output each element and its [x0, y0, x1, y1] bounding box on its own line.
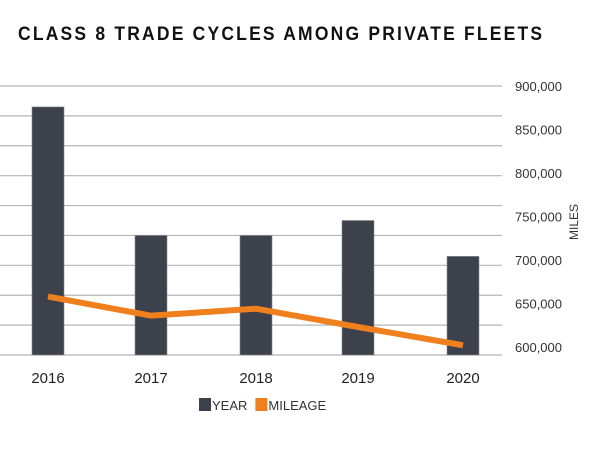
bar-2016	[31, 106, 65, 356]
right-tick-label: 700,000	[515, 253, 562, 268]
bar-series-year	[31, 106, 480, 356]
legend-swatch-mileage	[255, 398, 268, 411]
bar-2019	[341, 220, 375, 356]
bar-2017	[134, 235, 168, 356]
bar-2020	[446, 256, 480, 356]
legend-label-mileage: MILEAGE	[268, 398, 326, 413]
x-tick-label: 2017	[134, 370, 167, 387]
x-tick-label: 2016	[31, 370, 64, 387]
right-tick-label: 750,000	[515, 210, 562, 225]
bar-2018	[239, 235, 273, 356]
line-series-mileage	[47, 293, 464, 349]
right-tick-label: 800,000	[515, 166, 562, 181]
right-tick-label: 900,000	[515, 79, 562, 94]
right-tick-label: 850,000	[515, 123, 562, 138]
right-tick-label: 650,000	[515, 297, 562, 312]
legend: YEAR MILEAGE	[199, 398, 327, 413]
right-tick-label: 600,000	[515, 340, 562, 355]
x-tick-label: 2019	[341, 370, 374, 387]
x-axis-ticks: 2016 2017 2018 2019 2020	[31, 370, 479, 387]
right-axis-label: MILES	[567, 204, 581, 240]
right-axis-ticks: 900,000 850,000 800,000 750,000 700,000 650,0…	[515, 79, 562, 355]
legend-swatch-year	[199, 398, 211, 411]
x-tick-label: 2020	[446, 370, 479, 387]
chart-title: CLASS 8 TRADE CYCLES AMONG PRIVATE FLEET…	[18, 24, 545, 45]
legend-label-year: YEAR	[212, 398, 247, 413]
x-tick-label: 2018	[239, 370, 272, 387]
